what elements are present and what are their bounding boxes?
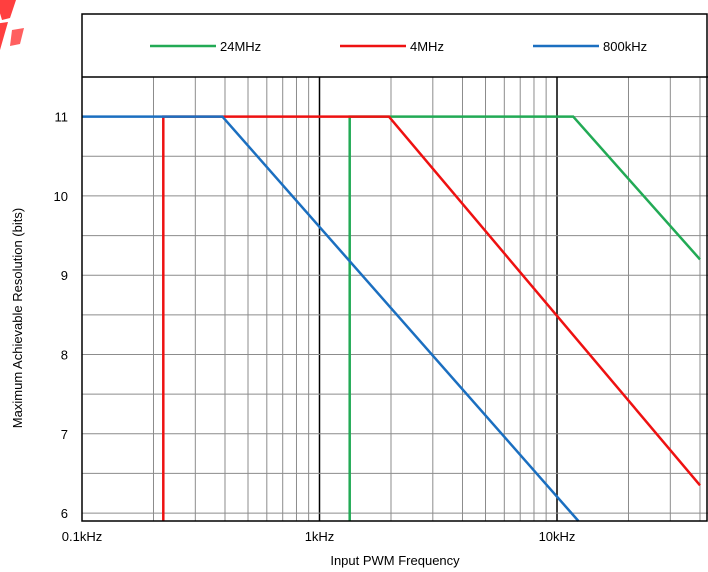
series-line-24mhz	[348, 115, 701, 521]
tick-labels: 6 7 8 9 10 11 0.1kHz 1kHz 10kHz	[54, 110, 576, 544]
plot-frame	[81, 13, 708, 522]
y-tick-label: 10	[54, 189, 68, 204]
y-tick-label: 6	[61, 506, 68, 521]
legend-label-800khz: 800kHz	[603, 39, 647, 54]
series-line-4mhz	[162, 115, 701, 521]
series-lines	[82, 115, 701, 522]
y-tick-label: 8	[61, 348, 68, 363]
y-axis-title: Maximum Achievable Resolution (bits)	[10, 208, 25, 428]
plot-border	[81, 13, 708, 522]
y-tick-label: 11	[55, 110, 69, 125]
watermark-logo	[0, 0, 24, 50]
x-tick-label: 10kHz	[539, 529, 576, 544]
legend: 24MHz 4MHz 800kHz	[150, 39, 647, 54]
legend-label-4mhz: 4MHz	[410, 39, 444, 54]
legend-label-24mhz: 24MHz	[220, 39, 261, 54]
x-axis-title: Input PWM Frequency	[330, 553, 460, 568]
series-line-800khz	[82, 115, 580, 522]
x-tick-label: 0.1kHz	[62, 529, 102, 544]
y-tick-label: 9	[61, 268, 68, 283]
gridlines	[82, 76, 708, 521]
y-tick-label: 7	[61, 427, 68, 442]
x-tick-label: 1kHz	[305, 529, 335, 544]
